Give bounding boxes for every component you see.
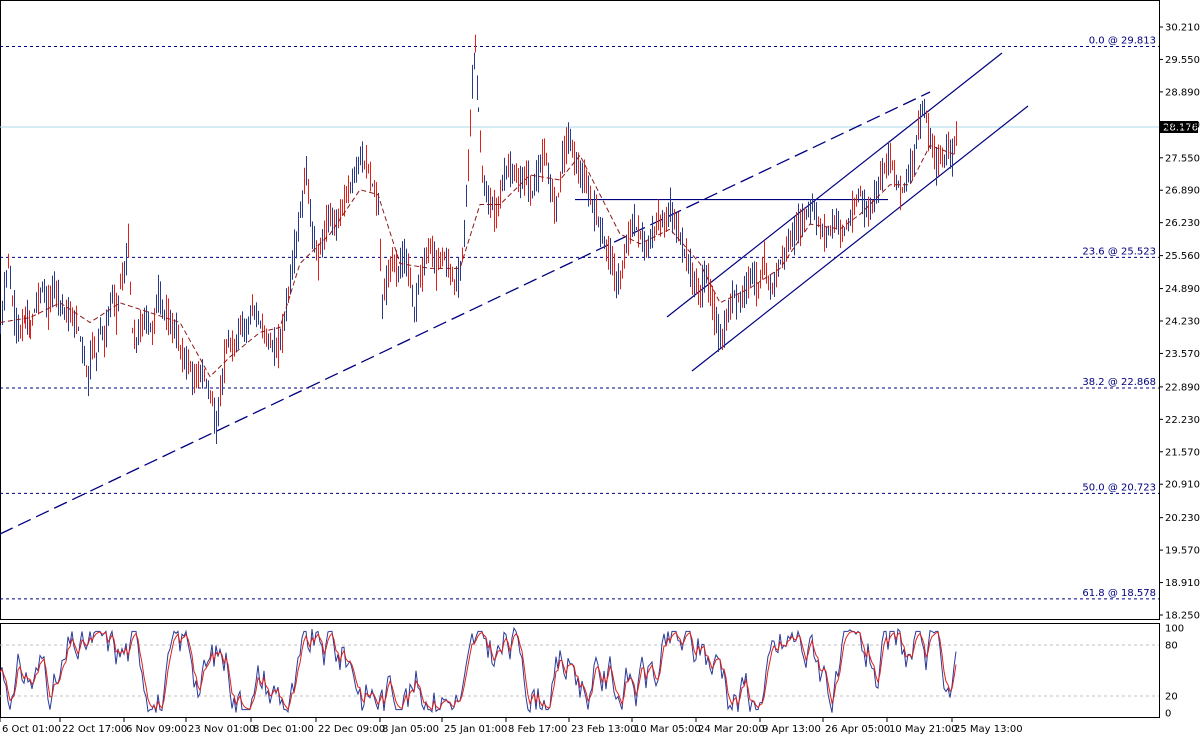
osc-tick-label: 0 <box>1165 709 1171 720</box>
y-tick-label: 20.230 <box>1165 513 1200 524</box>
y-tick-label: 29.550 <box>1165 55 1200 66</box>
x-tick-label: 6 Nov 09:00 <box>126 724 187 735</box>
x-tick-label: 6 Oct 01:00 <box>2 724 61 735</box>
oscillator-pane-border <box>0 623 1160 718</box>
y-tick-label: 18.910 <box>1165 578 1200 589</box>
x-tick-label: 22 Oct 17:00 <box>62 724 127 735</box>
x-tick-label: 23 Nov 01:00 <box>188 724 255 735</box>
x-tick-label: 26 Apr 05:00 <box>825 724 890 735</box>
y-tick-label: 23.570 <box>1165 349 1200 360</box>
fib-level-label: 61.8 @ 18.578 <box>1082 588 1156 599</box>
osc-tick-label: 100 <box>1165 624 1184 635</box>
y-tick-label: 24.230 <box>1165 317 1200 328</box>
x-tick-label: 22 Dec 09:00 <box>318 724 385 735</box>
fib-level-label: 0.0 @ 29.813 <box>1089 36 1156 47</box>
x-tick-label: 8 Jan 05:00 <box>382 724 439 735</box>
y-tick-label: 25.560 <box>1165 251 1200 262</box>
x-tick-label: 25 Jan 01:00 <box>444 724 507 735</box>
y-tick-label: 28.890 <box>1165 87 1200 98</box>
y-tick-label: 21.570 <box>1165 447 1200 458</box>
osc-tick-label: 80 <box>1165 641 1178 652</box>
y-tick-label: 20.910 <box>1165 480 1200 491</box>
y-tick-label: 26.890 <box>1165 186 1200 197</box>
y-tick-label: 24.890 <box>1165 284 1200 295</box>
moving-average-line <box>0 144 958 378</box>
main-pane-border <box>0 0 1160 620</box>
x-tick-label: 8 Dec 01:00 <box>253 724 314 735</box>
y-tick-label: 30.210 <box>1165 23 1200 34</box>
x-tick-label: 25 May 13:00 <box>954 724 1023 735</box>
y-tick-label: 19.570 <box>1165 546 1200 557</box>
y-tick-label: 18.250 <box>1165 611 1200 622</box>
x-tick-label: 9 Apr 13:00 <box>762 724 821 735</box>
price-series <box>0 34 958 445</box>
x-tick-label: 23 Feb 13:00 <box>571 724 637 735</box>
x-tick-label: 10 May 21:00 <box>889 724 958 735</box>
x-tick-label: 8 Feb 17:00 <box>508 724 567 735</box>
y-tick-label: 28.230 <box>1165 120 1200 131</box>
y-tick-label: 27.550 <box>1165 153 1200 164</box>
osc-signal-line <box>0 631 957 711</box>
x-axis: 6 Oct 01:00 22 Oct 17:006 Nov 09:00 23 Nov… <box>0 718 1023 735</box>
y-axis: 28.176 30.210 29.550 28.890 28.230 27.550 26.8… <box>1159 23 1200 622</box>
x-tick-label: 24 Mar 20:00 <box>698 724 765 735</box>
oscillator-series: 100 80 20 0 <box>0 624 1184 720</box>
osc-tick-label: 20 <box>1165 692 1178 703</box>
y-tick-label: 22.890 <box>1165 382 1200 393</box>
trend-lines <box>0 52 1029 535</box>
channel-lower-line <box>691 105 1029 372</box>
y-tick-label: 26.230 <box>1165 218 1200 229</box>
current-price-label: 28.176 <box>1163 122 1198 133</box>
long-trendline <box>0 91 931 535</box>
channel-upper-line <box>666 52 1003 318</box>
x-tick-label: 10 Mar 05:00 <box>634 724 701 735</box>
fib-level-label: 38.2 @ 22.868 <box>1082 377 1156 388</box>
level-lines: 0.0 @ 29.813 23.6 @ 25.523 38.2 @ 22.868 50… <box>0 36 1159 600</box>
y-tick-label: 22.230 <box>1165 415 1200 426</box>
current-price-tag <box>1160 120 1198 133</box>
fib-level-label: 23.6 @ 25.523 <box>1082 246 1156 257</box>
fib-level-label: 50.0 @ 20.723 <box>1082 482 1156 493</box>
